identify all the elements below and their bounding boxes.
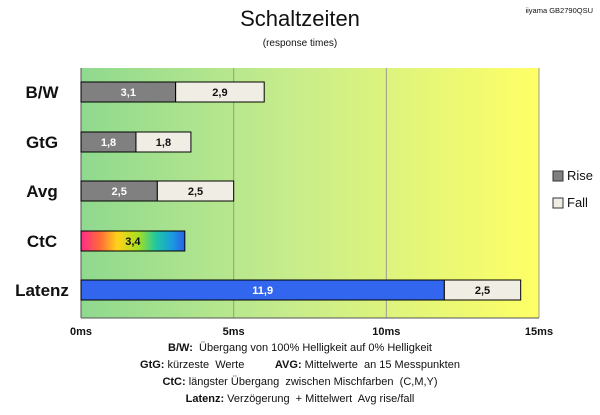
bar-fall — [135, 131, 192, 153]
bar-value-label: 3,4 — [125, 236, 141, 248]
category-label: GtG — [26, 133, 58, 152]
legend: Rise Fall — [552, 168, 593, 210]
legend-label-rise: Rise — [567, 168, 593, 183]
x-tick-label: 5ms — [223, 326, 245, 338]
bar-value-label: 2,9 — [212, 87, 227, 99]
bars: 3,1 2,9 1,8 1,8 2,5 2,5 3,4 11,9 2,5 — [80, 81, 522, 301]
bar-fall — [443, 279, 522, 301]
bar-value-label: 1,8 — [156, 137, 171, 149]
bar-value-label: 2,5 — [475, 285, 490, 297]
x-tick-label: 0ms — [70, 326, 92, 338]
legend-swatch-fall — [552, 197, 564, 209]
category-label: B/W — [25, 83, 59, 102]
legend-swatch-rise — [552, 170, 564, 182]
monitor-model: iiyama GB2790QSU — [525, 6, 593, 15]
chart-title: Schaltzeiten — [240, 6, 360, 31]
bar-value-label: 2,5 — [188, 186, 203, 198]
bar-ctc — [80, 230, 186, 252]
bar-value-label: 1,8 — [101, 137, 116, 149]
x-tick-label: 15ms — [525, 326, 553, 338]
category-labels: B/W GtG Avg CtC Latenz — [15, 83, 69, 300]
bar-fall — [156, 180, 235, 202]
x-tick-labels: 0ms 5ms 10ms 15ms — [70, 326, 553, 338]
x-tick-label: 10ms — [372, 326, 400, 338]
footnote-gtg-avg: GtG: kürzeste Werte AVG: Mittelwerte an … — [140, 359, 460, 371]
bar-value-label: 2,5 — [112, 186, 127, 198]
bar-value-label: 3,1 — [121, 87, 136, 99]
category-label: CtC — [27, 232, 57, 251]
footnote-ctc: CtC: längster Übergang zwischen Mischfar… — [162, 376, 438, 388]
legend-label-fall: Fall — [567, 195, 588, 210]
chart-subtitle: (response times) — [263, 38, 337, 49]
bar-value-label: 11,9 — [252, 285, 273, 297]
footnote-bw: B/W: Übergang von 100% Helligkeit auf 0%… — [168, 342, 432, 354]
bar-fall — [175, 81, 265, 103]
footnote-latenz: Latenz: Verzögerung + Mittelwert Avg ris… — [185, 393, 415, 405]
category-label: Avg — [26, 182, 58, 201]
category-label: Latenz — [15, 281, 69, 300]
